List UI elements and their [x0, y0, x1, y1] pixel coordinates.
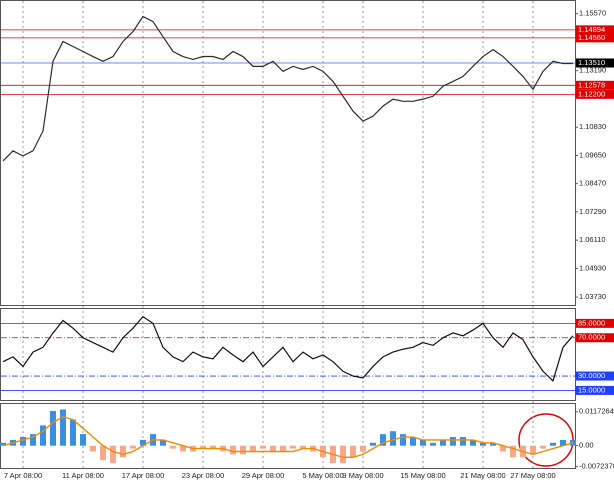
oscillator-panel: [0, 308, 576, 401]
histogram-bar: [410, 437, 416, 446]
histogram-bar: [250, 445, 256, 452]
histogram-bar: [100, 445, 106, 461]
y-tick-label: 1.03730: [579, 292, 606, 301]
histogram-bar: [200, 445, 206, 449]
x-tick-label: 21 May 08:00: [460, 471, 505, 480]
y-tick-label: 1.06110: [579, 235, 606, 244]
y-tick-label: 1.09650: [579, 150, 606, 159]
x-tick-label: 29 Apr 08:00: [242, 471, 285, 480]
histogram-bar: [40, 425, 46, 446]
histogram-bar: [370, 442, 376, 446]
level-label-box: [576, 58, 614, 68]
level-label-box: [576, 25, 614, 35]
x-tick-label: 5 May 08:00: [302, 471, 343, 480]
y-tick-label: 0.0117264: [579, 407, 614, 416]
level-label: 15.0000: [578, 385, 605, 394]
histogram-bar: [300, 445, 306, 449]
histogram-bar: [420, 439, 426, 446]
histogram-bar: [170, 445, 176, 449]
histogram-bar: [230, 445, 236, 455]
histogram-bar: [90, 445, 96, 452]
histogram-bar: [60, 409, 66, 446]
level-label: 1.12200: [578, 89, 605, 98]
histogram-bar: [530, 445, 536, 455]
histogram-bar: [30, 434, 36, 446]
histogram-panel: [0, 403, 576, 469]
histogram-bar: [400, 434, 406, 446]
level-label: 85.0000: [578, 318, 605, 327]
histogram-bar: [470, 439, 476, 446]
histogram-bar: [490, 442, 496, 446]
histogram-bar: [480, 442, 486, 446]
x-tick-label: 15 May 08:00: [400, 471, 445, 480]
level-label-box: [576, 33, 614, 43]
y-tick-label: 1.04930: [579, 263, 606, 272]
y-tick-label: 0.00: [579, 441, 594, 450]
histogram-bar: [0, 442, 6, 446]
y-tick-label: 1.15570: [579, 9, 606, 18]
histogram-bar: [550, 442, 556, 446]
histogram-bar: [350, 445, 356, 458]
histogram-bar: [440, 439, 446, 446]
histogram-bar: [450, 437, 456, 446]
y-tick-label: 1.07290: [579, 207, 606, 216]
level-label: 70.0000: [578, 333, 605, 342]
histogram-bar: [240, 445, 246, 455]
y-tick-label: -0.0072378: [579, 462, 614, 471]
level-label-box: [576, 385, 614, 395]
level-label-box: [576, 80, 614, 90]
histogram-bar: [70, 419, 76, 446]
histogram-bar: [340, 445, 346, 464]
main-panel: [0, 0, 576, 306]
histogram-bar: [20, 437, 26, 446]
histogram-bar: [110, 445, 116, 464]
histogram-bar: [80, 434, 86, 446]
level-label: 30.0000: [578, 371, 605, 380]
histogram-bar: [540, 445, 546, 449]
histogram-bar: [50, 410, 56, 446]
series-line: [2, 15, 573, 162]
histogram-bar: [560, 439, 566, 446]
histogram-bar: [460, 437, 466, 446]
histogram-bar: [120, 445, 126, 458]
histogram-bar: [290, 445, 296, 449]
level-label-box: [576, 371, 614, 381]
y-tick-label: 1.13190: [579, 66, 606, 75]
histogram-bar: [260, 445, 266, 449]
x-tick-label: 17 Apr 08:00: [122, 471, 165, 480]
level-label: 1.14560: [578, 33, 605, 42]
y-tick-label: 1.10830: [579, 122, 606, 131]
histogram-bar: [180, 445, 186, 452]
histogram-bar: [210, 445, 216, 449]
histogram-bar: [160, 439, 166, 446]
histogram-bar: [140, 439, 146, 446]
histogram-bar: [510, 445, 516, 458]
y-tick-label: 1.08470: [579, 179, 606, 188]
histogram-bar: [270, 445, 276, 452]
x-tick-label: 23 Apr 08:00: [182, 471, 225, 480]
level-label: 1.14894: [578, 25, 605, 34]
histogram-bar: [130, 445, 136, 449]
x-tick-label: 11 Apr 08:00: [62, 471, 104, 480]
x-tick-label: 9 May 08:00: [342, 471, 383, 480]
histogram-bar: [380, 434, 386, 446]
level-label-box: [576, 89, 614, 99]
x-tick-label: 7 Apr 08:00: [4, 471, 42, 480]
level-label: 1.13510: [578, 58, 605, 67]
signal-line: [2, 415, 574, 458]
series-line: [2, 315, 574, 382]
histogram-bar: [390, 431, 396, 446]
histogram-bar: [500, 445, 506, 452]
level-label-box: [576, 333, 614, 343]
level-label-box: [576, 318, 614, 328]
histogram-bar: [430, 442, 436, 446]
histogram-bar: [360, 445, 366, 452]
x-tick-label: 27 May 08:00: [510, 471, 555, 480]
histogram-bar: [280, 445, 286, 452]
level-label: 1.12578: [578, 80, 605, 89]
